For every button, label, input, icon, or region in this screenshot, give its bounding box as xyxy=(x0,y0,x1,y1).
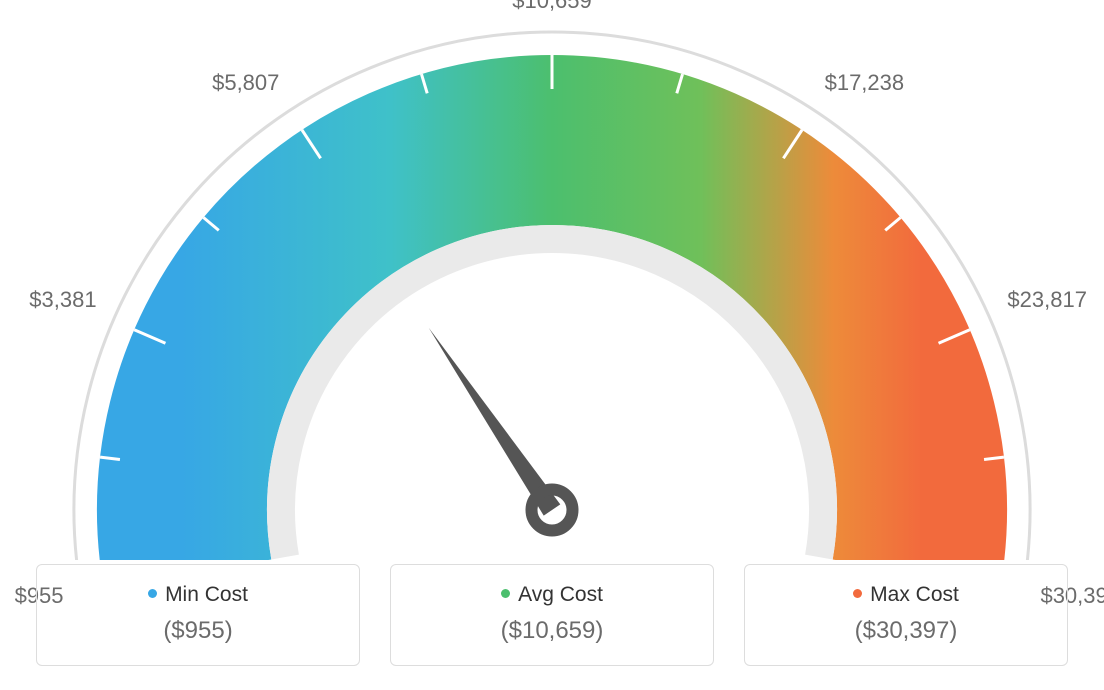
gauge-chart-container: $955$3,381$5,807$10,659$17,238$23,817$30… xyxy=(0,0,1104,690)
card-min-cost: Min Cost ($955) xyxy=(36,564,360,666)
gauge-label: $5,807 xyxy=(212,70,279,96)
gauge-svg xyxy=(0,0,1104,560)
card-avg-label: Avg Cost xyxy=(518,583,603,606)
card-min-value: ($955) xyxy=(57,617,339,645)
dot-icon xyxy=(148,589,157,598)
card-avg-cost: Avg Cost ($10,659) xyxy=(390,564,714,666)
dot-icon xyxy=(501,589,510,598)
card-avg-title: Avg Cost xyxy=(411,583,693,607)
card-min-label: Min Cost xyxy=(165,583,248,606)
card-max-title: Max Cost xyxy=(765,583,1047,607)
gauge-label: $3,381 xyxy=(29,287,96,313)
dot-icon xyxy=(853,589,862,598)
card-max-label: Max Cost xyxy=(870,583,959,606)
card-max-cost: Max Cost ($30,397) xyxy=(744,564,1068,666)
summary-cards: Min Cost ($955) Avg Cost ($10,659) Max C… xyxy=(36,564,1068,666)
gauge-label: $17,238 xyxy=(825,70,905,96)
gauge-area: $955$3,381$5,807$10,659$17,238$23,817$30… xyxy=(0,0,1104,560)
gauge-label: $10,659 xyxy=(512,0,592,14)
card-min-title: Min Cost xyxy=(57,583,339,607)
gauge-label: $23,817 xyxy=(1007,287,1087,313)
card-avg-value: ($10,659) xyxy=(411,617,693,645)
card-max-value: ($30,397) xyxy=(765,617,1047,645)
